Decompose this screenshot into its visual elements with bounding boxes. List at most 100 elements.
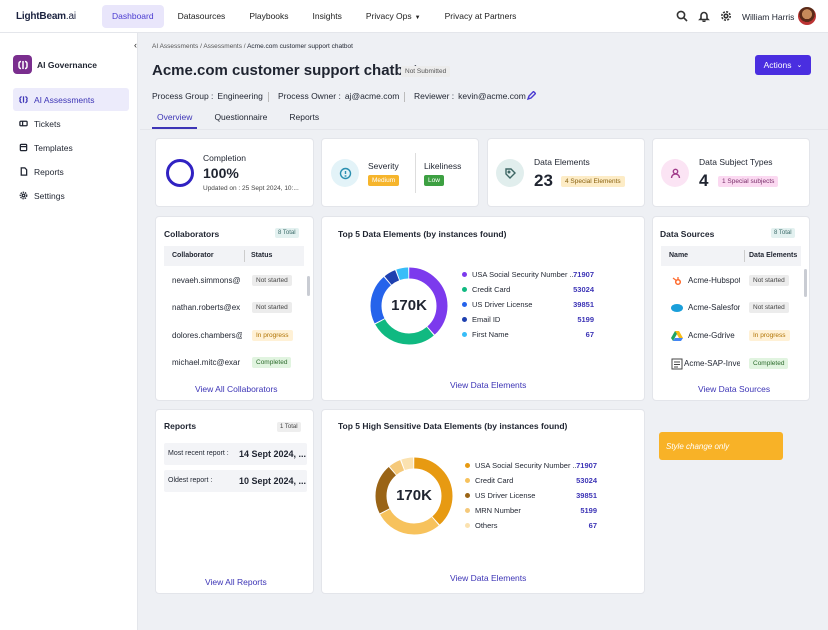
legend-item: Others — [465, 521, 498, 530]
data-sources-card: Data Sources 8 Total Name Data Elements … — [652, 216, 810, 401]
legend-item: USA Social Security Number ... — [465, 461, 579, 470]
sidebar: AI Governance AI Assessments Tickets Tem… — [0, 33, 138, 630]
donut-slice[interactable] — [370, 267, 448, 345]
collaborator-name: dolores.chambers@ — [172, 331, 242, 340]
gdrive-logo-icon — [671, 331, 683, 341]
col-collaborator[interactable]: Collaborator — [172, 252, 214, 259]
tag-icon — [504, 167, 516, 179]
tab-questionnaire[interactable]: Questionnaire — [214, 112, 268, 122]
data-source-name[interactable]: Acme-SAP-Inventory — [684, 359, 740, 368]
user-name[interactable]: William Harris — [742, 12, 795, 22]
main-nav: Dashboard Datasources Playbooks Insights… — [102, 5, 530, 28]
donut-slice[interactable] — [375, 457, 453, 535]
data-source-name[interactable]: Acme-Gdrive — [688, 331, 735, 340]
logo[interactable]: LightBeam.ai — [16, 11, 76, 22]
status-badge: Not started — [252, 275, 292, 286]
status-badge: Not started — [749, 302, 789, 313]
special-subjects-badge: 1 Special subjects — [718, 176, 779, 187]
legend-dot — [462, 302, 467, 307]
completion-card: Completion 100% Updated on : 25 Sept 202… — [155, 138, 314, 207]
bell-icon[interactable] — [698, 10, 710, 22]
divider — [268, 92, 269, 102]
view-data-elements-link[interactable]: View Data Elements — [450, 380, 527, 390]
top-icons — [676, 10, 732, 22]
view-all-reports-link[interactable]: View All Reports — [205, 577, 267, 587]
col-name[interactable]: Name — [669, 252, 689, 259]
data-subject-types-value: 4 — [699, 171, 709, 190]
view-data-sources-link[interactable]: View Data Sources — [698, 384, 771, 394]
breadcrumb-assessments[interactable]: Assessments — [203, 43, 242, 50]
user-icon-wrap — [661, 159, 689, 187]
data-source-name[interactable]: Acme-Salesforce — [688, 303, 740, 312]
top5-sensitive-title: Top 5 High Sensitive Data Elements (by i… — [338, 421, 568, 431]
donut-slice[interactable] — [370, 267, 448, 345]
nav-datasources[interactable]: Datasources — [177, 11, 226, 21]
data-subject-types-card[interactable]: Data Subject Types 4 1 Special subjects — [652, 138, 810, 207]
legend-value: 53024 — [573, 285, 594, 294]
actions-button[interactable]: Actions ⌄ — [755, 55, 811, 75]
data-elements-label: Data Elements — [534, 157, 590, 167]
process-owner: Process Owner : aj@acme.com — [278, 91, 399, 101]
breadcrumb-current: Acme.com customer support chatbot — [247, 43, 353, 50]
collapse-sidebar-icon[interactable]: ‹ — [134, 40, 137, 50]
search-icon[interactable] — [676, 10, 688, 22]
col-status[interactable]: Status — [251, 252, 273, 259]
nav-dashboard[interactable]: Dashboard — [102, 5, 164, 28]
reviewer-label: Reviewer : — [414, 91, 455, 101]
data-elements-card[interactable]: Data Elements 23 4 Special Elements — [487, 138, 645, 207]
status-badge: In progress — [749, 330, 790, 341]
sidebar-item-settings[interactable]: Settings — [13, 184, 129, 207]
divider — [415, 153, 416, 193]
legend-dot — [465, 493, 470, 498]
legend-value: 67 — [585, 330, 594, 339]
tab-reports[interactable]: Reports — [289, 112, 320, 122]
breadcrumb-ai-assessments[interactable]: AI Assessments — [152, 43, 199, 50]
nav-privacy-ops[interactable]: Privacy Ops ▼ — [356, 5, 431, 28]
collaborators-table-header: Collaborator Status — [164, 246, 304, 266]
donut-slice[interactable] — [375, 457, 453, 535]
sidebar-item-label: Templates — [34, 142, 73, 153]
nav-insights[interactable]: Insights — [312, 11, 342, 21]
process-owner-value: aj@acme.com — [344, 91, 400, 101]
avatar[interactable] — [798, 7, 816, 25]
process-group-label: Process Group : — [152, 91, 214, 101]
legend-item: Credit Card — [462, 285, 510, 294]
collaborator-name: nevaeh.simmons@ — [172, 276, 241, 285]
scrollbar[interactable] — [307, 276, 310, 296]
nav-playbooks[interactable]: Playbooks — [249, 11, 289, 21]
edit-pencil-icon[interactable] — [526, 91, 536, 101]
tag-icon-wrap — [496, 159, 524, 187]
tab-overview[interactable]: Overview — [152, 112, 198, 129]
completion-value: 100% — [203, 165, 239, 181]
legend-label: US Driver License — [475, 491, 536, 500]
sidebar-item-templates[interactable]: Templates — [13, 136, 129, 159]
view-data-elements-link[interactable]: View Data Elements — [450, 573, 527, 583]
gear-icon[interactable] — [720, 10, 732, 22]
donut-slice[interactable] — [370, 267, 448, 345]
sidebar-item-ai-assessments[interactable]: AI Assessments — [13, 88, 129, 111]
scrollbar[interactable] — [804, 269, 807, 297]
view-all-collaborators-link[interactable]: View All Collaborators — [195, 384, 278, 394]
legend-label: Email ID — [472, 315, 501, 324]
sidebar-header: AI Governance — [13, 55, 97, 74]
legend-value: 53024 — [576, 476, 597, 485]
col-data-elements[interactable]: Data Elements — [749, 252, 798, 259]
donut-slice[interactable] — [375, 457, 453, 535]
data-source-name[interactable]: Acme-Hubspot — [688, 276, 740, 285]
data-sources-count-badge: 8 Total — [771, 228, 795, 238]
process-group-value: Engineering — [217, 91, 263, 101]
collaborators-count-badge: 8 Total — [275, 228, 299, 238]
sidebar-item-tickets[interactable]: Tickets — [13, 112, 129, 135]
special-elements-badge: 4 Special Elements — [561, 176, 625, 187]
collaborators-title: Collaborators — [164, 229, 220, 239]
legend-dot — [465, 508, 470, 513]
data-subject-types-label: Data Subject Types — [699, 157, 773, 167]
nav-privacy-at-partners[interactable]: Privacy at Partners — [444, 11, 517, 21]
sidebar-item-reports[interactable]: Reports — [13, 160, 129, 183]
actions-button-label: Actions — [763, 60, 792, 70]
legend-label: US Driver License — [472, 300, 533, 309]
legend-label: USA Social Security Number ... — [475, 461, 579, 470]
legend-item: Email ID — [462, 315, 500, 324]
breadcrumb: AI Assessments / Assessments / Acme.com … — [152, 43, 353, 50]
status-badge: Completed — [252, 357, 292, 368]
